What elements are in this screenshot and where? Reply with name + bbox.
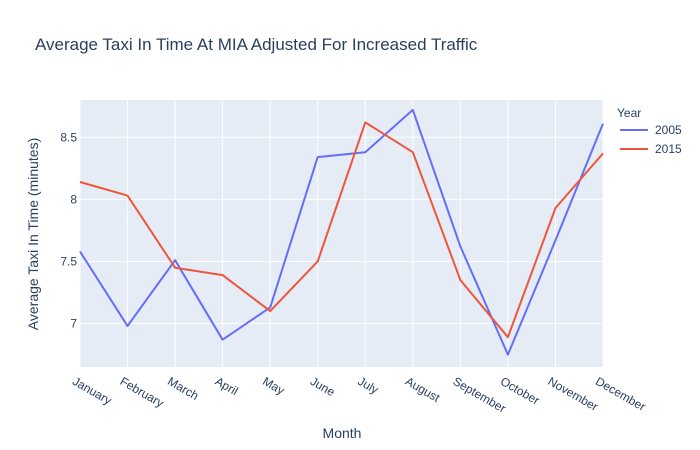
x-tick-label: August xyxy=(403,374,443,405)
x-tick-label: May xyxy=(260,374,287,397)
x-tick-label: June xyxy=(308,374,338,399)
y-tick-label: 7.5 xyxy=(60,254,77,268)
plot-area xyxy=(80,100,603,367)
chart-title: Average Taxi In Time At MIA Adjusted For… xyxy=(35,35,478,54)
series-line-2005 xyxy=(79,108,604,356)
legend-label-2015: 2015 xyxy=(655,142,682,156)
x-tick-label: March xyxy=(165,374,201,403)
series-line-2015 xyxy=(79,121,604,339)
x-tick-label: July xyxy=(355,374,380,397)
series-lines xyxy=(79,108,604,356)
x-tick-label: February xyxy=(118,374,167,410)
y-tick-label: 8 xyxy=(70,192,77,206)
x-tick-label: April xyxy=(213,374,241,398)
y-tick-label: 7 xyxy=(70,317,77,331)
x-axis-title: Month xyxy=(323,425,362,441)
gridlines xyxy=(79,100,604,367)
y-axis-title: Average Taxi In Time (minutes) xyxy=(25,138,41,330)
x-tick-label: September xyxy=(450,374,508,415)
x-tick-label: November xyxy=(546,374,601,414)
y-tick-label: 8.5 xyxy=(60,130,77,144)
x-tick-label: January xyxy=(70,374,114,407)
y-axis-ticks: 7 7.5 8 8.5 xyxy=(60,130,77,330)
x-tick-label: December xyxy=(593,374,648,414)
legend-title: Year xyxy=(617,106,641,120)
legend-label-2005: 2005 xyxy=(655,123,682,137)
legend: Year 2005 2015 xyxy=(617,106,682,156)
